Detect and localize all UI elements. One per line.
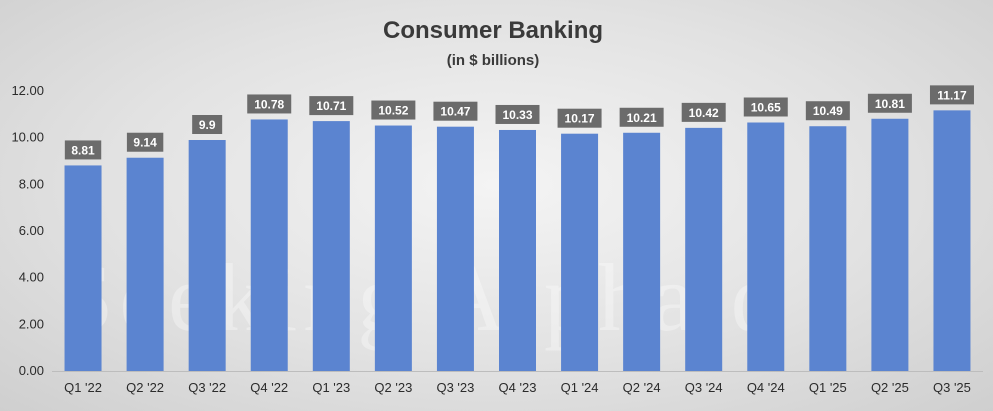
x-tick-label: Q1 '22: [64, 380, 102, 395]
bar: [499, 129, 536, 371]
data-label-box: [557, 108, 602, 128]
data-label-box: [805, 101, 850, 121]
y-tick-label: 8.00: [19, 176, 44, 191]
x-tick-label: Q1 '24: [561, 380, 599, 395]
x-tick-label: Q3 '25: [933, 380, 971, 395]
bar: [436, 126, 474, 371]
data-label: 9.9: [199, 118, 216, 132]
y-tick-label: 0.00: [19, 363, 44, 378]
x-tick-label: Q4 '24: [747, 380, 785, 395]
data-label-box: [192, 115, 223, 134]
x-tick-label: Q2 '24: [623, 380, 661, 395]
data-label-box: [433, 101, 478, 121]
chart-subtitle: (in $ billions): [447, 52, 540, 69]
bar: [747, 122, 785, 371]
data-label-box: [247, 94, 292, 114]
data-label: 10.71: [316, 99, 346, 113]
data-label: 10.49: [813, 104, 843, 118]
y-axis: 0.00 2.00 4.00 6.00 8.00 10.00 12.00: [11, 83, 983, 378]
data-labels: 8.81 9.14 9.9 10.78 10.71 10.52 10.47 10.33 10.1…: [64, 85, 974, 160]
bar: [561, 133, 599, 371]
x-tick-label: Q1 '23: [312, 380, 350, 395]
x-tick-label: Q2 '22: [126, 380, 164, 395]
data-label-box: [64, 140, 102, 160]
x-tick-label: Q2 '25: [871, 380, 909, 395]
data-label: 10.42: [689, 106, 719, 120]
x-tick-label: Q4 '22: [250, 380, 288, 395]
y-tick-label: 6.00: [19, 223, 44, 238]
data-label-box: [619, 107, 664, 127]
bar: [250, 119, 288, 371]
y-tick-label: 10.00: [11, 130, 44, 145]
bar: [623, 132, 661, 371]
data-label-box: [309, 96, 354, 116]
data-label-box: [867, 93, 912, 113]
chart-title: Consumer Banking: [383, 17, 603, 44]
bar: [685, 127, 723, 371]
x-tick-label: Q1 '25: [809, 380, 847, 395]
x-tick-label: Q3 '23: [436, 380, 474, 395]
data-label: 10.78: [254, 97, 284, 111]
bars: [64, 110, 971, 372]
data-label: 10.81: [875, 97, 905, 111]
y-tick-label: 12.00: [11, 83, 44, 98]
data-label-box: [681, 102, 726, 122]
y-tick-label: 4.00: [19, 270, 44, 285]
data-label-box: [743, 97, 788, 117]
bar: [64, 165, 102, 371]
data-label: 10.52: [378, 104, 408, 118]
x-tick-label: Q3 '22: [188, 380, 226, 395]
y-tick-label: 2.00: [19, 316, 44, 331]
bar: [188, 140, 226, 371]
x-tick-label: Q3 '24: [685, 380, 723, 395]
bar: [126, 157, 164, 371]
bar: [312, 121, 350, 371]
bar: [933, 110, 971, 371]
watermark-text: Seeking Alpha α: [60, 244, 787, 351]
x-tick-label: Q4 '23: [499, 380, 537, 395]
x-tick-label: Q2 '23: [374, 380, 412, 395]
data-label: 11.17: [937, 88, 967, 102]
bar: [871, 118, 909, 372]
data-label-box: [495, 104, 540, 124]
bar: [374, 125, 412, 372]
data-label: 10.65: [751, 101, 781, 115]
data-label: 10.33: [502, 108, 532, 122]
data-label-box: [371, 100, 416, 120]
data-label: 10.47: [440, 105, 470, 119]
data-label: 10.17: [565, 112, 595, 126]
data-label: 10.21: [627, 111, 657, 125]
x-axis: Q1 '22 Q2 '22 Q3 '22 Q4 '22 Q1 '23 Q2 '23 Q3 '…: [64, 380, 971, 395]
data-label-box: [126, 132, 164, 152]
data-label-box: [929, 85, 974, 105]
data-label: 9.14: [133, 136, 157, 150]
bar: [809, 126, 847, 371]
data-label: 8.81: [71, 143, 95, 157]
